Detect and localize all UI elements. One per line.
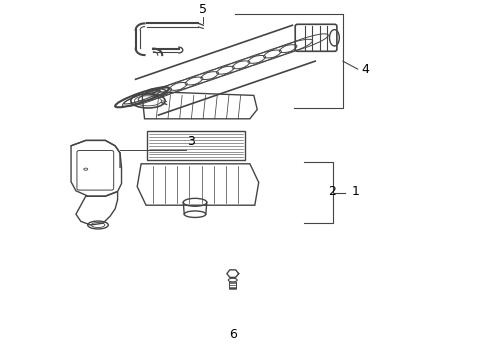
Text: 4: 4 xyxy=(362,63,369,76)
Text: 5: 5 xyxy=(199,3,207,16)
Text: 3: 3 xyxy=(187,135,195,148)
Text: 1: 1 xyxy=(352,185,360,198)
Text: 6: 6 xyxy=(229,328,237,341)
Text: 2: 2 xyxy=(328,185,336,198)
